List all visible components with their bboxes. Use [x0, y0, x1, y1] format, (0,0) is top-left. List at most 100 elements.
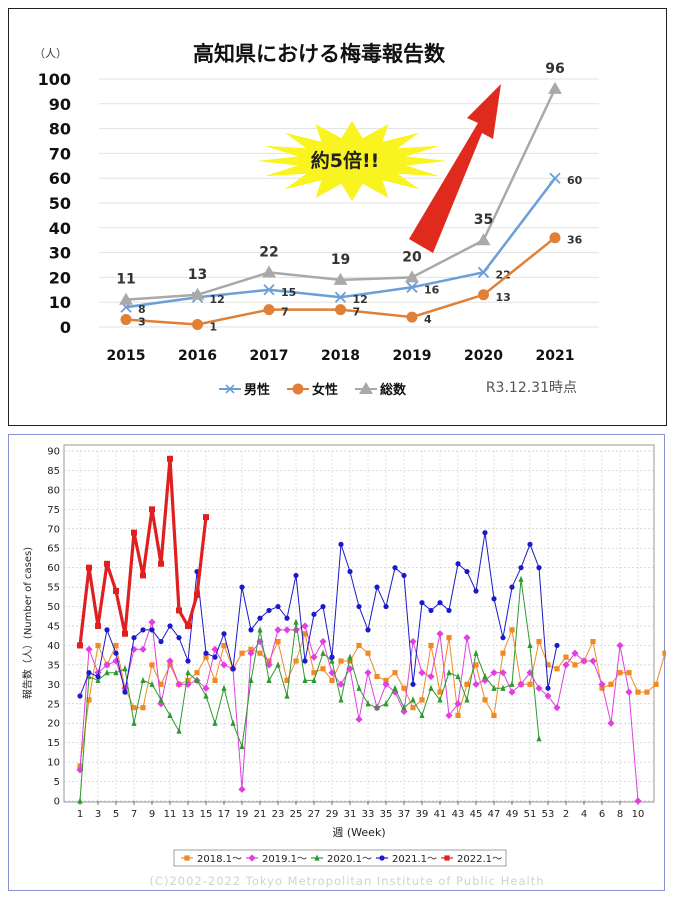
- data-point-marker: [477, 266, 490, 279]
- data-point-marker: [95, 623, 101, 629]
- data-point-marker: [500, 684, 506, 691]
- data-point-marker: [338, 696, 344, 703]
- y-tick-label: 30: [49, 244, 71, 263]
- data-point-marker: [230, 719, 236, 726]
- x-tick-label: 9: [149, 809, 155, 820]
- data-point-marker: [580, 657, 588, 665]
- data-point-marker: [482, 697, 488, 703]
- data-point-marker: [176, 607, 182, 614]
- data-point-marker: [491, 712, 497, 719]
- y-tick-label: 45: [47, 622, 60, 633]
- data-point-marker: [653, 681, 659, 687]
- x-tick-label: 8: [617, 809, 623, 820]
- data-label: 7: [281, 306, 289, 319]
- data-point-marker: [509, 584, 515, 590]
- data-point-marker: [202, 684, 210, 692]
- data-label: 20: [402, 249, 422, 265]
- data-point-marker: [113, 669, 119, 676]
- data-point-marker: [464, 568, 470, 575]
- data-label: 12: [353, 293, 368, 306]
- x-tick-label: 10: [632, 809, 645, 820]
- data-point-marker: [509, 627, 515, 633]
- data-point-marker: [221, 631, 227, 637]
- callout-text: 約5倍!!: [311, 149, 380, 172]
- x-tick-label: 45: [470, 809, 483, 820]
- data-point-marker: [428, 642, 434, 649]
- data-point-marker: [405, 270, 419, 283]
- data-point-marker: [257, 626, 263, 633]
- x-tick-label: 4: [581, 809, 587, 820]
- data-point-marker: [473, 649, 479, 656]
- y-tick-label: 50: [47, 602, 60, 613]
- data-point-marker: [436, 630, 444, 638]
- data-point-marker: [410, 681, 416, 687]
- data-point-marker: [437, 689, 443, 695]
- y-tick-label: 90: [49, 95, 71, 114]
- data-point-marker: [311, 611, 317, 617]
- data-point-marker: [247, 649, 255, 657]
- bottom-chart-panel: 0 5 10 15 20 25 30 35 40 45 50 55 60 65 70 75 80 85 90 1 3 5 7…: [8, 434, 666, 891]
- data-point-marker: [77, 642, 83, 649]
- y-tick-label: 75: [47, 505, 60, 516]
- data-point-marker: [301, 622, 309, 630]
- data-point-marker: [221, 684, 227, 691]
- data-point-marker: [122, 630, 128, 637]
- data-point-marker: [589, 657, 597, 665]
- data-point-marker: [329, 654, 335, 660]
- data-point-marker: [194, 670, 200, 676]
- data-point-marker: [662, 650, 666, 656]
- data-point-marker: [320, 603, 326, 610]
- legend-label: 女性: [312, 382, 338, 398]
- data-point-marker: [329, 657, 335, 664]
- data-point-marker: [455, 672, 461, 680]
- x-tick-label: 2017: [250, 348, 289, 364]
- data-point-marker: [437, 696, 443, 703]
- data-point-marker: [103, 661, 111, 669]
- y-tick-label: 5: [54, 777, 60, 788]
- data-label: 11: [116, 272, 135, 288]
- data-point-marker: [275, 661, 281, 668]
- data-point-marker: [406, 281, 418, 293]
- x-tick-label: 35: [380, 809, 393, 820]
- y-tick-label: 35: [47, 660, 60, 671]
- y-tick-label: 70: [47, 524, 60, 535]
- data-point-marker: [131, 705, 137, 711]
- data-point-marker: [338, 541, 344, 547]
- x-tick-label: 31: [344, 809, 357, 820]
- data-point-marker: [406, 311, 418, 323]
- data-point-marker: [473, 662, 479, 668]
- data-point-marker: [446, 669, 452, 676]
- data-point-marker: [454, 700, 462, 708]
- y-tick-label: 55: [47, 583, 60, 594]
- data-point-marker: [140, 705, 146, 711]
- y-tick-label: 70: [49, 144, 71, 163]
- data-point-marker: [644, 689, 650, 695]
- data-label: 15: [281, 286, 296, 299]
- data-point-marker: [95, 673, 101, 680]
- data-point-marker: [230, 666, 236, 672]
- data-point-marker: [131, 529, 137, 536]
- data-point-marker: [158, 560, 164, 567]
- data-point-marker: [392, 670, 398, 676]
- x-tick-label: 39: [416, 809, 429, 820]
- data-point-marker: [190, 287, 205, 300]
- data-point-marker: [518, 575, 524, 582]
- data-point-marker: [239, 650, 245, 656]
- data-point-marker: [120, 314, 132, 326]
- data-point-marker: [374, 584, 380, 590]
- x-tick-label: 41: [434, 809, 447, 820]
- y-tick-label: 80: [49, 120, 71, 139]
- data-label: 35: [474, 212, 493, 228]
- data-point-marker: [104, 669, 110, 676]
- data-point-marker: [239, 584, 245, 590]
- y-tick-label: 10: [47, 758, 60, 769]
- y-tick-label: 85: [47, 466, 60, 477]
- data-point-marker: [527, 541, 533, 547]
- legend-box: [173, 849, 507, 867]
- data-point-marker: [203, 654, 209, 660]
- data-point-marker: [437, 600, 443, 606]
- data-point-marker: [158, 638, 164, 645]
- data-point-marker: [131, 635, 137, 641]
- data-point-marker: [113, 642, 119, 649]
- x-tick-label: 1: [77, 809, 83, 820]
